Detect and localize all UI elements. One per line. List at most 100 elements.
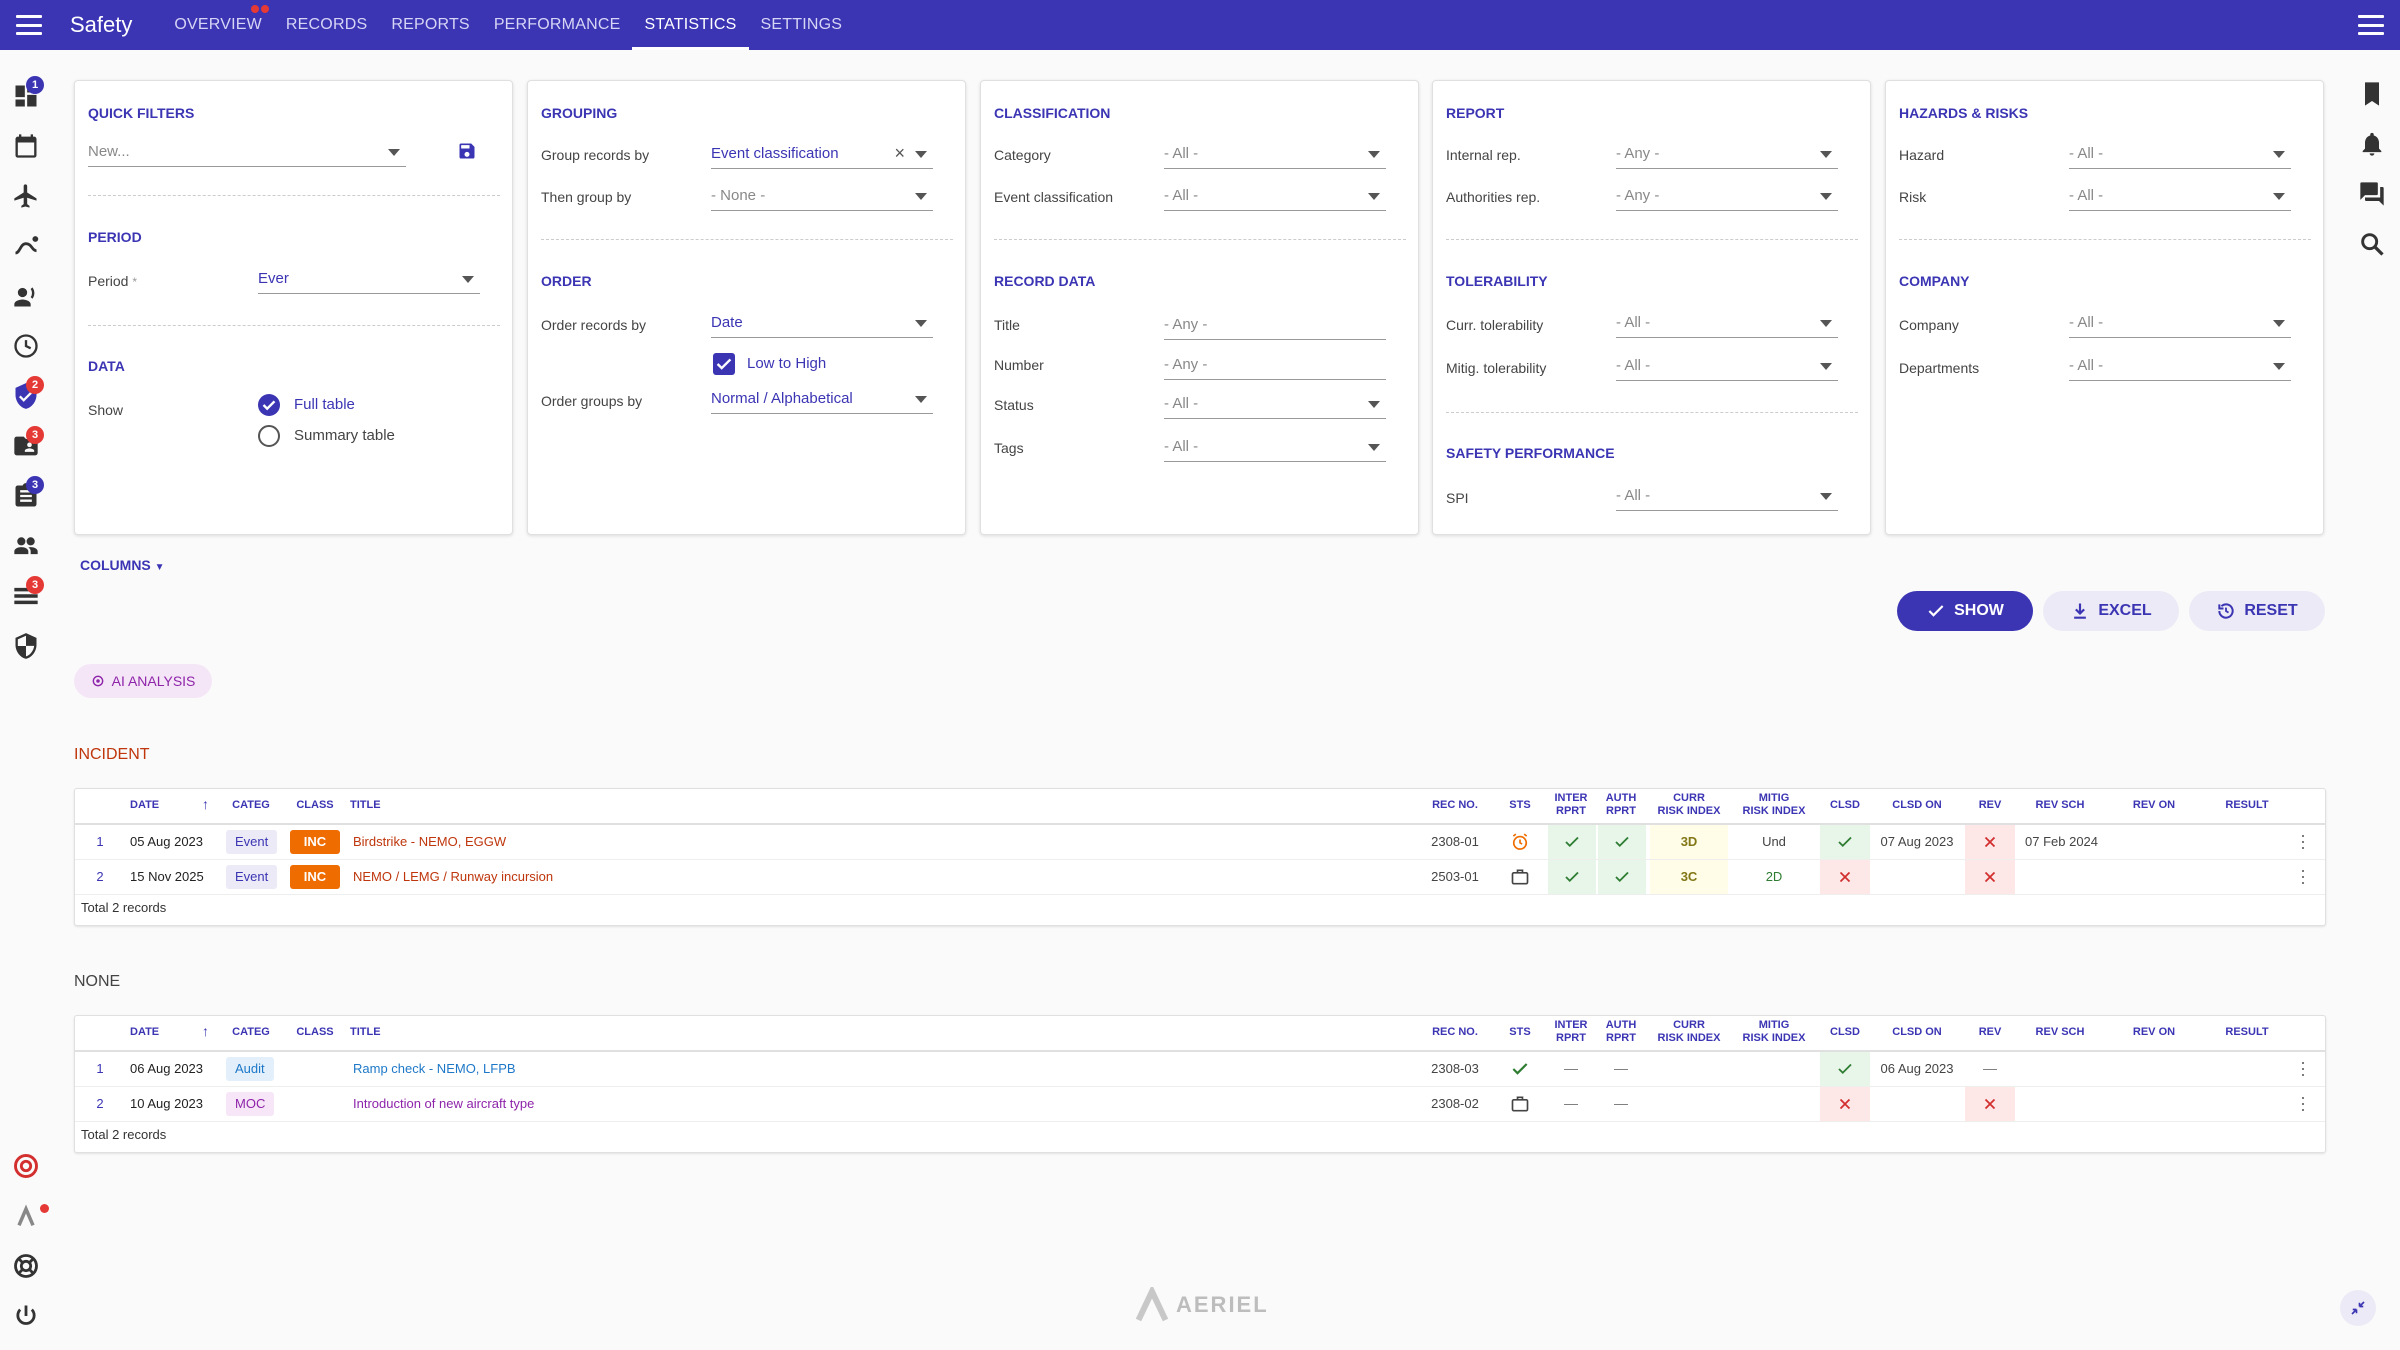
group-records-select[interactable]: Event classification ×	[711, 141, 933, 169]
table-row[interactable]	[75, 1087, 2325, 1122]
internal-rep-select[interactable]: - Any -	[1616, 141, 1838, 169]
full-table-label[interactable]: Full table	[294, 396, 355, 413]
status-select[interactable]: - All -	[1164, 391, 1386, 419]
column-header[interactable]: TITLE	[350, 1026, 550, 1039]
more-vert-icon[interactable]: · · ·	[2300, 825, 2306, 857]
column-header[interactable]: STS	[1500, 799, 1540, 812]
column-header[interactable]: DATE	[130, 1026, 210, 1039]
column-header[interactable]: CLASS	[290, 1026, 340, 1039]
column-header[interactable]: RESULT	[2205, 1026, 2289, 1039]
more-vert-icon[interactable]: · · ·	[2300, 1052, 2306, 1084]
column-header[interactable]: CLSD	[1820, 799, 1870, 812]
power-icon[interactable]	[12, 1302, 42, 1332]
clear-icon[interactable]: ×	[894, 143, 905, 163]
record-title-link[interactable]: NEMO / LEMG / Runway incursion	[353, 869, 554, 884]
table-row[interactable]	[75, 825, 2325, 860]
column-header[interactable]: CURR RISK INDEX	[1650, 1019, 1728, 1045]
authorities-rep-select[interactable]: - Any -	[1616, 183, 1838, 211]
people-icon[interactable]	[12, 532, 42, 562]
tags-select[interactable]: - All -	[1164, 434, 1386, 462]
bookmark-icon[interactable]	[2358, 80, 2386, 108]
record-title-link[interactable]: Birdstrike - NEMO, EGGW	[353, 834, 507, 849]
record-title-link[interactable]: Ramp check - NEMO, LFPB	[353, 1061, 516, 1076]
more-vert-icon[interactable]: · · ·	[2300, 1087, 2306, 1119]
record-title-link[interactable]: Introduction of new aircraft type	[353, 1096, 535, 1111]
column-header[interactable]: CURR RISK INDEX	[1650, 792, 1728, 818]
collapse-fab[interactable]	[2340, 1290, 2376, 1326]
shield-icon[interactable]	[12, 632, 42, 662]
more-vert-icon[interactable]: · · ·	[2300, 860, 2306, 892]
menu-icon[interactable]	[16, 15, 42, 35]
speaker-person-icon[interactable]	[12, 282, 42, 312]
ai-analysis-button[interactable]: AI ANALYSIS	[74, 664, 212, 698]
columns-toggle[interactable]: COLUMNS ▼	[80, 557, 165, 573]
menu-right-icon[interactable]	[2358, 15, 2384, 35]
column-header[interactable]: TITLE	[350, 799, 550, 812]
title-input[interactable]: - Any -	[1164, 312, 1386, 340]
reset-button[interactable]: RESET	[2189, 591, 2325, 631]
tab-statistics[interactable]: STATISTICS	[632, 0, 749, 50]
column-header[interactable]: REC NO.	[1420, 1026, 1490, 1039]
tab-records[interactable]: RECORDS	[285, 16, 368, 33]
aeriel-logo-icon[interactable]	[12, 1202, 42, 1232]
column-header[interactable]: INTER RPRT	[1548, 1019, 1594, 1045]
tab-overview[interactable]: OVERVIEW	[174, 16, 262, 33]
calendar-icon[interactable]	[12, 132, 42, 162]
column-header[interactable]: AUTH RPRT	[1598, 792, 1644, 818]
column-header[interactable]: RESULT	[2205, 799, 2289, 812]
then-group-select[interactable]: - None -	[711, 183, 933, 211]
column-header[interactable]: REV SCH	[2025, 1026, 2095, 1039]
search-icon[interactable]	[2358, 230, 2386, 258]
curr-tolerability-select[interactable]: - All -	[1616, 310, 1838, 338]
column-header[interactable]: CATEG	[226, 799, 276, 812]
column-header[interactable]: REV ON	[2110, 1026, 2198, 1039]
sort-up-icon[interactable]: ↑	[202, 1023, 209, 1039]
summary-table-radio[interactable]	[258, 425, 280, 447]
list-icon[interactable]	[12, 582, 42, 612]
column-header[interactable]: CLSD	[1820, 1026, 1870, 1039]
column-header[interactable]: REC NO.	[1420, 799, 1490, 812]
airplane-icon[interactable]	[12, 182, 42, 212]
column-header[interactable]: CLSD ON	[1880, 1026, 1954, 1039]
summary-table-label[interactable]: Summary table	[294, 427, 395, 444]
lifebuoy-icon[interactable]	[12, 1252, 42, 1282]
chat-icon[interactable]	[2358, 180, 2386, 208]
column-header[interactable]: STS	[1500, 1026, 1540, 1039]
spi-select[interactable]: - All -	[1616, 483, 1838, 511]
sort-up-icon[interactable]: ↑	[202, 796, 209, 812]
column-header[interactable]: REV SCH	[2025, 799, 2095, 812]
column-header[interactable]: DATE	[130, 799, 210, 812]
target-icon[interactable]	[12, 1152, 42, 1182]
bell-icon[interactable]	[2358, 130, 2386, 158]
column-header[interactable]: CLSD ON	[1880, 799, 1954, 812]
table-row[interactable]	[75, 1052, 2325, 1087]
column-header[interactable]: REV ON	[2110, 799, 2198, 812]
hazard-select[interactable]: - All -	[2069, 141, 2291, 169]
tab-performance[interactable]: PERFORMANCE	[493, 16, 621, 33]
mitig-tolerability-select[interactable]: - All -	[1616, 353, 1838, 381]
show-button[interactable]: SHOW	[1897, 591, 2033, 631]
excel-button[interactable]: EXCEL	[2043, 591, 2179, 631]
low-to-high-checkbox[interactable]	[713, 353, 735, 375]
full-table-radio[interactable]	[258, 394, 280, 416]
column-header[interactable]: CLASS	[290, 799, 340, 812]
column-header[interactable]: MITIG RISK INDEX	[1735, 1019, 1813, 1045]
save-icon[interactable]	[457, 141, 477, 166]
column-header[interactable]: REV	[1965, 799, 2015, 812]
risk-select[interactable]: - All -	[2069, 183, 2291, 211]
tab-reports[interactable]: REPORTS	[391, 16, 470, 33]
table-row[interactable]	[75, 860, 2325, 895]
event-classification-select[interactable]: - All -	[1164, 183, 1386, 211]
number-input[interactable]: - Any -	[1164, 352, 1386, 380]
low-to-high-label[interactable]: Low to High	[747, 355, 827, 372]
column-header[interactable]: CATEG	[226, 1026, 276, 1039]
order-groups-select[interactable]: Normal / Alphabetical	[711, 386, 933, 414]
quick-filter-select[interactable]: New...	[88, 139, 406, 167]
period-select[interactable]: Ever	[258, 266, 480, 294]
column-header[interactable]: AUTH RPRT	[1598, 1019, 1644, 1045]
column-header[interactable]: INTER RPRT	[1548, 792, 1594, 818]
column-header[interactable]: MITIG RISK INDEX	[1735, 792, 1813, 818]
column-header[interactable]: REV	[1965, 1026, 2015, 1039]
category-select[interactable]: - All -	[1164, 141, 1386, 169]
tab-settings[interactable]: SETTINGS	[760, 16, 843, 33]
